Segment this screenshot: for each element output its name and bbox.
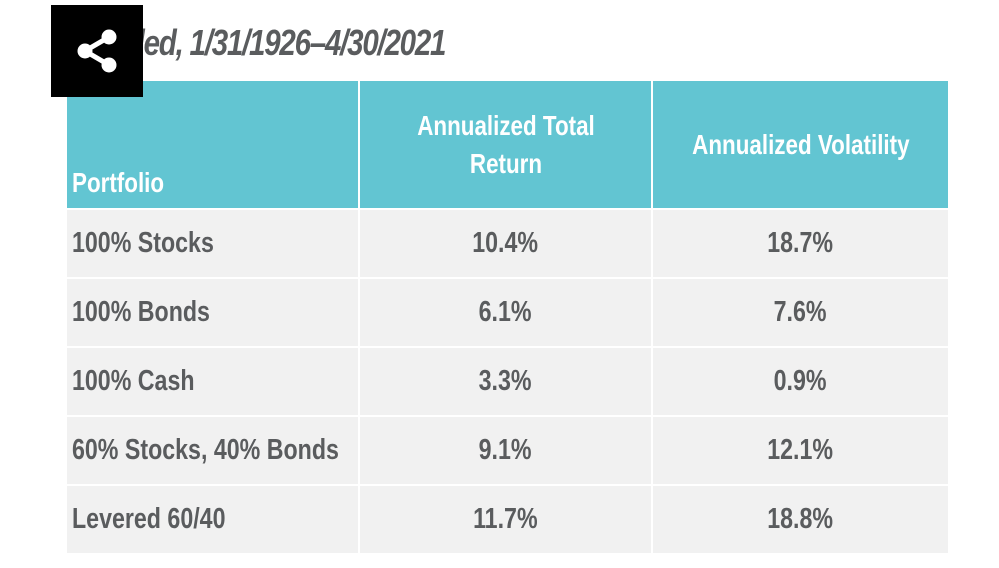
returns-table: Portfolio Annualized Total Return Annual… xyxy=(67,81,948,553)
table-caption: nded, 1/31/1926–4/30/2021 xyxy=(110,22,446,63)
total-return-cell: 9.1% xyxy=(359,415,653,485)
share-button[interactable] xyxy=(51,5,143,97)
portfolio-cell: Levered 60/40 xyxy=(67,484,360,553)
portfolio-cell: 100% Bonds xyxy=(67,277,360,347)
table-row: Levered 60/40 11.7% 18.8% xyxy=(67,484,948,553)
volatility-cell: 18.7% xyxy=(652,208,948,278)
table-header-row: Portfolio Annualized Total Return Annual… xyxy=(67,81,948,209)
volatility-cell: 12.1% xyxy=(652,415,948,485)
total-return-cell: 3.3% xyxy=(359,346,653,416)
table-row: 100% Stocks 10.4% 18.7% xyxy=(67,208,948,278)
header-annualized-volatility: Annualized Volatility xyxy=(652,81,948,209)
header-portfolio: Portfolio xyxy=(67,81,360,209)
table-row: 60% Stocks, 40% Bonds 9.1% 12.1% xyxy=(67,415,948,485)
total-return-cell: 11.7% xyxy=(359,484,653,553)
volatility-cell: 18.8% xyxy=(652,484,948,553)
header-annualized-total-return: Annualized Total Return xyxy=(359,81,653,209)
total-return-cell: 10.4% xyxy=(359,208,653,278)
total-return-cell: 6.1% xyxy=(359,277,653,347)
table-row: 100% Bonds 6.1% 7.6% xyxy=(67,277,948,347)
portfolio-cell: 100% Cash xyxy=(67,346,360,416)
table-row: 100% Cash 3.3% 0.9% xyxy=(67,346,948,416)
volatility-cell: 7.6% xyxy=(652,277,948,347)
share-icon xyxy=(77,29,117,73)
portfolio-cell: 60% Stocks, 40% Bonds xyxy=(67,415,360,485)
volatility-cell: 0.9% xyxy=(652,346,948,416)
portfolio-cell: 100% Stocks xyxy=(67,208,360,278)
